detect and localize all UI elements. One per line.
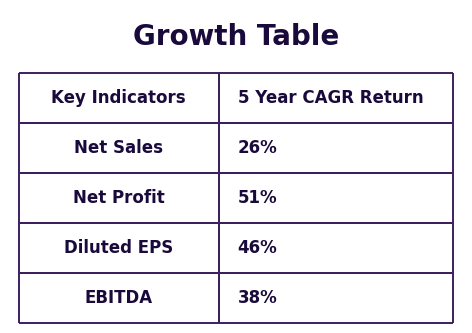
- Text: Net Sales: Net Sales: [74, 139, 163, 157]
- Text: EBITDA: EBITDA: [84, 289, 153, 307]
- Text: 46%: 46%: [237, 239, 277, 257]
- Text: 5 Year CAGR Return: 5 Year CAGR Return: [237, 89, 423, 107]
- Bar: [219, 273, 453, 323]
- Bar: [219, 123, 453, 173]
- Bar: [19, 273, 219, 323]
- Text: 26%: 26%: [237, 139, 277, 157]
- Text: 51%: 51%: [237, 189, 277, 207]
- Bar: [219, 73, 453, 123]
- Text: Growth Table: Growth Table: [133, 23, 339, 51]
- Bar: [19, 173, 219, 223]
- Bar: [19, 73, 219, 123]
- Text: 38%: 38%: [237, 289, 277, 307]
- Bar: [219, 173, 453, 223]
- Bar: [19, 223, 219, 273]
- Bar: [19, 123, 219, 173]
- Text: Key Indicators: Key Indicators: [51, 89, 186, 107]
- Text: Net Profit: Net Profit: [73, 189, 165, 207]
- Text: Diluted EPS: Diluted EPS: [64, 239, 173, 257]
- Bar: [219, 223, 453, 273]
